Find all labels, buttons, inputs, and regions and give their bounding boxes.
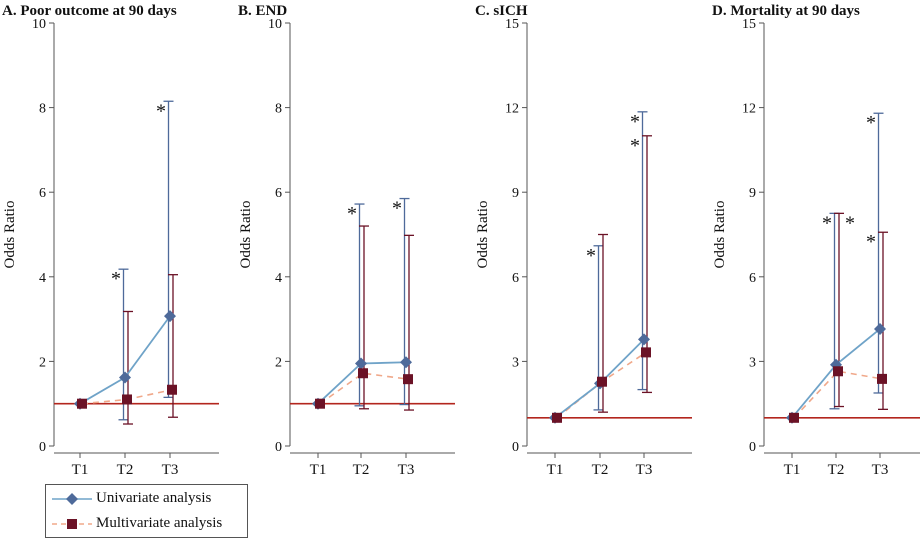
significance-star-univariate: * [156, 100, 166, 122]
x-tick-label: T2 [592, 462, 609, 478]
y-axis-label: Odds Ratio [2, 201, 18, 269]
x-tick-label: T2 [353, 462, 370, 478]
point-multivariate [877, 373, 887, 384]
x-tick-label: T3 [162, 462, 179, 478]
y-tick-label: 6 [749, 271, 756, 286]
point-multivariate [597, 376, 607, 387]
point-multivariate [833, 366, 843, 377]
y-axis-label: Odds Ratio [712, 201, 728, 269]
point-univariate [164, 310, 176, 323]
point-multivariate [77, 398, 87, 409]
y-tick-label: 12 [742, 102, 756, 117]
point-univariate [874, 322, 886, 335]
y-tick-label: 9 [749, 186, 756, 201]
point-multivariate [122, 394, 132, 405]
point-multivariate [167, 384, 177, 395]
x-tick-label: T3 [398, 462, 415, 478]
legend-item-multivariate: Multivariate analysis [46, 512, 247, 536]
significance-star-univariate: * [586, 245, 596, 267]
significance-star-univariate: * [392, 198, 402, 220]
significance-star-multivariate: * [630, 135, 640, 157]
legend: Univariate analysis Multivariate analysi… [45, 484, 248, 538]
y-tick-label: 2 [275, 355, 282, 370]
point-multivariate [789, 412, 799, 423]
point-univariate [400, 356, 412, 369]
point-multivariate [315, 398, 325, 409]
significance-star-univariate: * [866, 112, 876, 134]
y-tick-label: 4 [39, 271, 46, 286]
y-tick-label: 0 [275, 440, 282, 455]
y-tick-label: 0 [512, 440, 519, 455]
y-tick-label: 6 [512, 271, 519, 286]
panel-title: D. Mortality at 90 days [712, 3, 860, 19]
y-tick-label: 6 [39, 186, 46, 201]
panel-1: A. Poor outcome at 90 days 0 2 4 6 8 10 Odds Ra… [2, 3, 219, 478]
significance-star-multivariate: * [845, 212, 855, 234]
legend-marker-multivariate [52, 519, 92, 529]
legend-marker-univariate [52, 493, 92, 505]
point-multivariate [552, 412, 562, 423]
y-axis-label: Odds Ratio [475, 201, 491, 269]
y-tick-label: 0 [39, 440, 46, 455]
point-univariate [355, 357, 367, 370]
x-tick-label: T1 [72, 462, 89, 478]
y-tick-label: 3 [512, 355, 519, 370]
significance-star-multivariate: * [866, 231, 876, 253]
y-tick-label: 12 [505, 102, 519, 117]
series-line-multivariate [793, 370, 883, 419]
y-axis-label: Odds Ratio [238, 201, 254, 269]
x-tick-label: T2 [117, 462, 134, 478]
y-tick-label: 8 [39, 102, 46, 117]
series-line-univariate [79, 315, 171, 405]
x-tick-label: T3 [872, 462, 889, 478]
point-multivariate [641, 347, 651, 358]
y-tick-label: 10 [268, 17, 282, 32]
significance-star-univariate: * [347, 203, 357, 225]
significance-star-univariate: * [111, 268, 121, 290]
x-tick-label: T3 [636, 462, 653, 478]
x-tick-label: T1 [784, 462, 801, 478]
y-tick-label: 8 [275, 102, 282, 117]
point-univariate [638, 333, 650, 346]
significance-star-univariate: * [630, 111, 640, 133]
panel-title: C. sICH [475, 3, 528, 19]
panel-4: D. Mortality at 90 days 0 3 6 9 12 15 Odds Rati… [712, 3, 920, 478]
y-tick-label: 2 [39, 355, 46, 370]
legend-label-univariate: Univariate analysis [96, 490, 212, 506]
y-tick-label: 0 [749, 440, 756, 455]
y-tick-label: 15 [742, 17, 756, 32]
series-line-multivariate [319, 372, 409, 405]
legend-item-univariate: Univariate analysis [46, 487, 247, 511]
y-tick-label: 6 [275, 186, 282, 201]
legend-label-multivariate: Multivariate analysis [96, 515, 223, 531]
panel-title: A. Poor outcome at 90 days [2, 3, 177, 19]
x-tick-label: T2 [828, 462, 845, 478]
y-tick-label: 15 [505, 17, 519, 32]
x-tick-label: T1 [310, 462, 327, 478]
y-tick-label: 9 [512, 186, 519, 201]
y-tick-label: 4 [275, 271, 282, 286]
point-multivariate [358, 368, 368, 379]
y-tick-label: 10 [32, 17, 46, 32]
significance-star-univariate: * [822, 212, 832, 234]
panel-title: B. END [238, 3, 287, 19]
y-tick-label: 3 [749, 355, 756, 370]
point-multivariate [403, 374, 413, 385]
point-univariate [119, 371, 131, 384]
x-tick-label: T1 [547, 462, 564, 478]
panel-2: B. END 0 2 4 6 8 10 Odds Ratio T1 T2 T3 * * [238, 3, 455, 478]
